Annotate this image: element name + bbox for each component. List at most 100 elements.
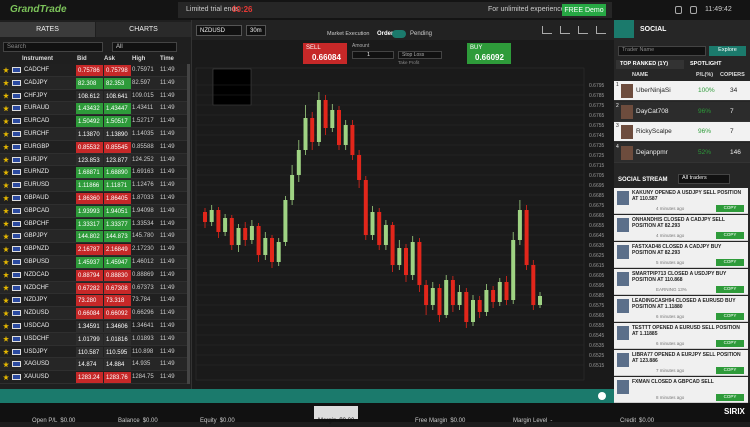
tool-icon[interactable] [560,26,570,34]
leader-row[interactable]: 1 UberNinjaSi 100% 34 [614,81,750,101]
bid-price[interactable]: 1.86360 [76,193,103,204]
rate-row[interactable]: NZDCAD 0.88794 0.88830 0.88869 11:49 [0,268,190,282]
order-toggle[interactable]: Order [377,31,394,37]
bid-price[interactable]: 1.50492 [76,116,103,128]
ask-price[interactable]: 0.67308 [104,282,131,294]
bid-price[interactable]: 1.01799 [76,333,103,345]
amount-input[interactable]: 1 [352,51,394,59]
bid-price[interactable]: 0.75786 [76,65,103,76]
rate-row[interactable]: EURGBP 0.85532 0.85545 0.85588 11:49 [0,140,190,154]
social-tab[interactable]: TOP RANKED (1Y) [616,60,684,69]
rate-row[interactable]: GBPAUD 1.86360 1.86405 1.87033 11:49 [0,192,190,205]
bid-price[interactable]: 82.308 [76,77,103,89]
leader-row[interactable]: 3 RickyScalpe 96% 7 [614,122,750,142]
search-input[interactable]: Search [3,42,103,52]
copy-button[interactable]: COPY [716,367,744,374]
copy-button[interactable]: COPY [716,286,744,293]
rate-row[interactable]: CADJPY 82.308 82.353 82.597 11:49 [0,76,190,90]
copy-button[interactable]: COPY [716,205,744,212]
rate-row[interactable]: EURAUD 1.43432 1.43447 1.43411 11:49 [0,102,190,116]
ask-price[interactable]: 108.641 [104,90,131,102]
copy-button[interactable]: COPY [716,340,744,347]
stop-loss-input[interactable]: Stop Loss [398,51,442,59]
bid-price[interactable]: 0.88794 [76,269,103,281]
rate-row[interactable]: EURCAD 1.50492 1.50517 1.52717 11:49 [0,115,190,128]
social-tab[interactable]: SPOTLIGHT [686,60,746,69]
bid-price[interactable]: 1.93993 [76,205,103,217]
bid-price[interactable]: 1.13870 [76,129,103,140]
trader-search[interactable]: Trader Name [618,46,706,56]
rate-row[interactable]: GBPJPY 144.802 144.873 145.780 11:49 [0,230,190,244]
bid-price[interactable]: 0.66084 [76,308,103,320]
ask-price[interactable]: 144.873 [104,231,131,243]
bid-price[interactable]: 1.34591 [76,321,103,332]
ask-price[interactable]: 1.34606 [104,321,131,332]
bid-price[interactable]: 2.16787 [76,244,103,256]
ask-price[interactable]: 1.33377 [104,218,131,230]
rate-row[interactable]: NZDJPY 73.280 73.318 73.784 11:49 [0,294,190,308]
ask-price[interactable]: 73.318 [104,295,131,307]
ask-price[interactable]: 1.11871 [104,180,131,192]
bid-price[interactable]: 110.587 [76,346,103,358]
ask-price[interactable]: 1.13890 [104,129,131,140]
bid-price[interactable]: 1.11866 [76,180,103,192]
copy-button[interactable]: COPY [716,394,744,401]
rate-row[interactable]: USDCHF 1.01799 1.01816 1.01893 11:49 [0,332,190,346]
rate-row[interactable]: EURNZD 1.68871 1.68890 1.69163 11:49 [0,166,190,180]
ask-price[interactable]: 0.75798 [104,65,131,76]
rate-row[interactable]: XAUUSD 1283.24 1283.76 1284.75 11:49 [0,371,190,384]
header-icon[interactable] [690,6,697,14]
ask-price[interactable]: 14.884 [104,359,131,371]
bid-price[interactable]: 1.68871 [76,167,103,179]
ask-price[interactable]: 110.595 [104,346,131,358]
tool-icon[interactable] [596,26,606,34]
tool-icon[interactable] [578,26,588,34]
bid-price[interactable]: 1283.24 [76,372,103,384]
bid-price[interactable]: 14.874 [76,359,103,371]
leader-row[interactable]: 4 Dejanppmr 52% 146 [614,142,750,163]
explore-button[interactable]: Explore [709,46,746,56]
rate-row[interactable]: GBPUSD 1.45937 1.45947 1.46012 11:49 [0,256,190,269]
sell-button[interactable]: SELL [303,43,347,64]
rate-row[interactable]: EURUSD 1.11866 1.11871 1.12476 11:49 [0,179,190,192]
ask-price[interactable]: 1.94051 [104,205,131,217]
ask-price[interactable]: 1.50517 [104,116,131,128]
rate-row[interactable]: EURJPY 123.853 123.877 124.252 11:49 [0,153,190,167]
bid-price[interactable]: 73.280 [76,295,103,307]
ask-price[interactable]: 0.66092 [104,308,131,320]
ask-price[interactable]: 1.68890 [104,167,131,179]
ask-price[interactable]: 1.01816 [104,333,131,345]
ask-price[interactable]: 0.88830 [104,269,131,281]
bid-price[interactable]: 0.67282 [76,282,103,294]
bid-price[interactable]: 123.853 [76,154,103,166]
ask-price[interactable]: 123.877 [104,154,131,166]
ask-price[interactable]: 2.16849 [104,244,131,256]
filter-select[interactable]: All [112,42,177,52]
bid-price[interactable]: 1.33317 [76,218,103,230]
toggle-switch[interactable] [392,30,406,38]
ask-price[interactable]: 1.43447 [104,103,131,115]
rate-row[interactable]: NZDCHF 0.67282 0.67308 0.67373 11:49 [0,281,190,295]
bid-price[interactable]: 0.85532 [76,141,103,153]
symbol-select[interactable]: NZDUSD [196,25,242,36]
leader-row[interactable]: 2 DayCat708 96% 7 [614,101,750,122]
rate-row[interactable]: GBPNZD 2.16787 2.16849 2.17230 11:49 [0,243,190,256]
rate-row[interactable]: USDJPY 110.587 110.595 110.898 11:49 [0,345,190,359]
header-icon[interactable] [675,6,682,14]
demo-button[interactable]: FREE Demo [562,4,606,16]
ask-price[interactable]: 1283.76 [104,372,131,384]
tool-icon[interactable] [542,26,552,34]
ask-price[interactable]: 0.85545 [104,141,131,153]
ask-price[interactable]: 1.86405 [104,193,131,204]
buy-button[interactable]: BUY [467,43,511,64]
pending-toggle[interactable]: Pending [410,31,433,37]
copy-button[interactable]: COPY [716,232,744,239]
stream-filter[interactable]: All traders [678,174,730,184]
bid-price[interactable]: 1.43432 [76,103,103,115]
ask-price[interactable]: 82.353 [104,77,131,89]
rates-tab[interactable]: RATES [0,22,95,37]
rate-row[interactable]: XAGUSD 14.874 14.884 14.935 11:49 [0,358,190,372]
rate-row[interactable]: GBPCHF 1.33317 1.33377 1.33534 11:49 [0,217,190,231]
rate-row[interactable]: GBPCAD 1.93993 1.94051 1.94098 11:49 [0,204,190,218]
rate-row[interactable]: CHFJPY 108.612 108.641 109.015 11:49 [0,89,190,103]
